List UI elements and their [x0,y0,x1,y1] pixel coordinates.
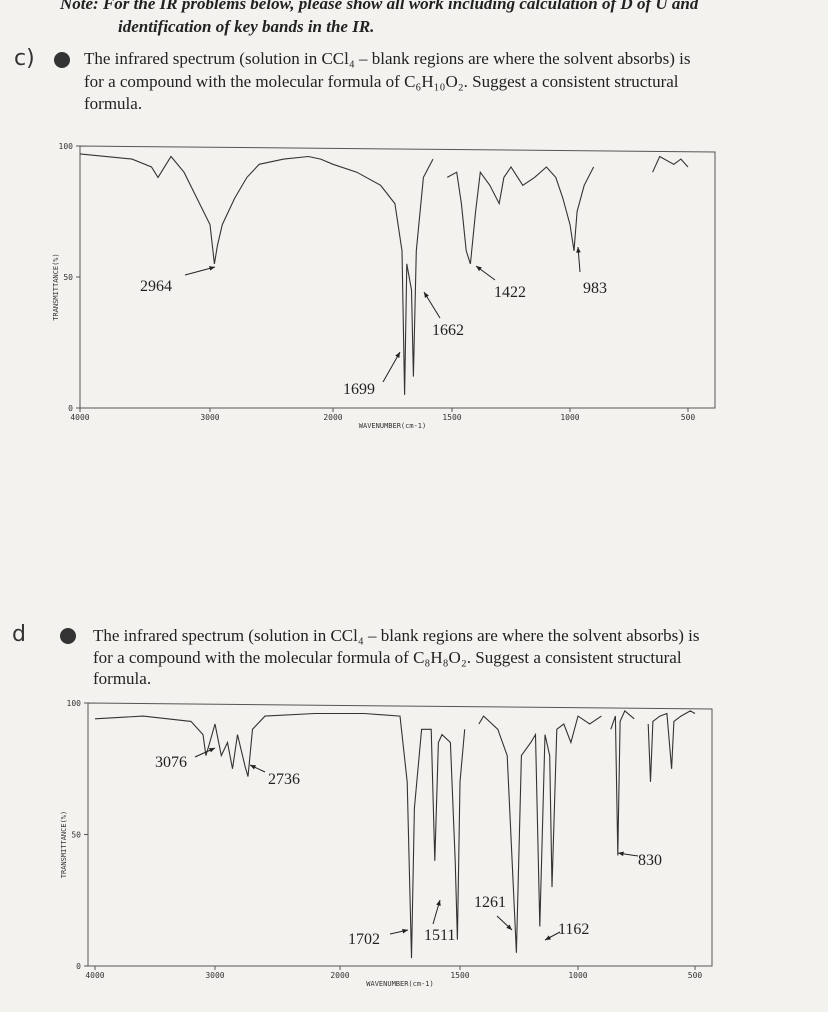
x-tick-label: 1500 [442,413,461,422]
band-annotation: 2964 [140,278,172,295]
handwritten-label: c) [14,46,35,71]
band-annotation: 1699 [343,381,375,398]
note-line: identification of key bands in the IR. [118,17,375,36]
x-axis-label: WAVENUMBER(cm-1) [366,980,433,988]
x-tick-label: 500 [681,413,696,422]
question-text: The infrared spectrum (solution in CCl₄ … [93,626,700,645]
x-tick-label: 4000 [85,971,104,980]
x-tick-label: 1500 [450,971,469,980]
question-text: formula. [93,669,152,688]
y-tick-label: 100 [67,699,82,708]
y-axis-label: TRANSMITTANCE(%) [52,253,60,320]
y-tick-label: 100 [59,142,74,151]
band-annotation: 830 [638,852,662,869]
bullet [60,628,76,644]
band-annotation: 3076 [155,754,187,771]
arrow-head [506,924,512,930]
arrow-head [395,352,400,358]
arrow-head [402,928,408,934]
spectrum-line [79,153,689,395]
arrow-head [576,247,581,253]
x-tick-label: 500 [688,971,703,980]
x-tick-label: 2000 [330,971,349,980]
y-tick-label: 50 [71,831,81,840]
y-tick-label: 50 [63,273,73,282]
handwritten-label: d [12,622,26,647]
x-tick-label: 1000 [560,413,579,422]
arrow-head [209,266,215,271]
arrow-head [436,900,441,906]
y-tick-label: 0 [76,962,81,971]
y-tick-label: 0 [68,404,73,413]
band-annotation: 1702 [348,931,380,948]
arrow-head [424,292,429,298]
arrow-head [476,266,482,272]
note-line: Note: For the IR problems below, please … [60,0,699,13]
band-annotation: 2736 [268,771,300,788]
frame [79,145,716,409]
x-tick-label: 3000 [205,971,224,980]
x-tick-label: 2000 [323,413,342,422]
arrow-head [250,765,256,770]
annotation-arrow [382,351,401,383]
frame [87,702,713,967]
x-tick-label: 1000 [568,971,587,980]
x-tick-label: 3000 [200,413,219,422]
x-axis-label: WAVENUMBER(cm-1) [359,422,426,430]
arrow-head [209,748,215,753]
question-text: formula. [84,94,143,113]
band-annotation: 1662 [432,322,464,339]
band-annotation: 1422 [494,284,526,301]
question-text: for a compound with the molecular formul… [84,72,679,91]
band-annotation: 1261 [474,894,506,911]
spectrum-line [94,710,696,959]
x-tick-label: 4000 [70,413,89,422]
question-text: The infrared spectrum (solution in CCl₄ … [84,49,691,68]
band-annotation: 1162 [558,921,589,938]
bullet [54,52,70,68]
band-annotation: 1511 [424,927,455,944]
question-text: for a compound with the molecular formul… [93,648,682,667]
y-axis-label: TRANSMITTANCE(%) [60,811,68,878]
arrow-head [545,935,551,940]
band-annotation: 983 [583,280,607,297]
arrow-head [618,851,624,857]
